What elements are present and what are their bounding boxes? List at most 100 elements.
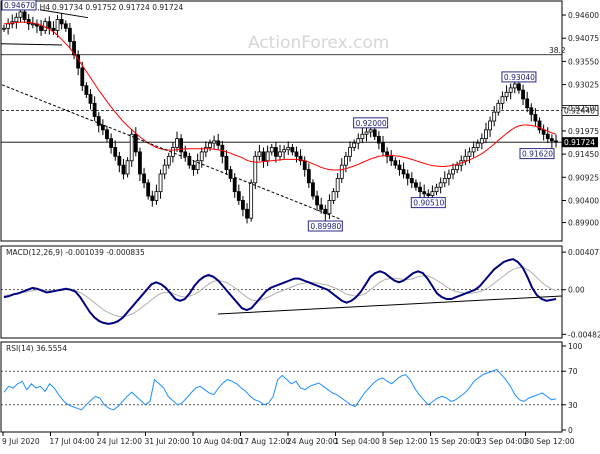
candle-body [298, 155, 303, 162]
price-annotation-label: 0.90510 [413, 199, 444, 208]
candle-body [508, 87, 513, 93]
candle-body [150, 195, 155, 201]
candle-body [117, 155, 122, 166]
candle-body [533, 113, 538, 122]
candle-body [47, 21, 52, 29]
x-tick-label: 1 Sep 04:00 [335, 437, 381, 446]
candle-body [517, 83, 521, 91]
candle-body [72, 41, 76, 56]
candle-body [269, 147, 274, 153]
candle-body [51, 27, 56, 31]
candle-body [6, 23, 11, 29]
current-price-box [562, 137, 598, 148]
candle-body [344, 155, 348, 166]
candle-body [360, 133, 365, 140]
candle-body [521, 89, 525, 100]
rsi-panel-frame [0, 341, 563, 433]
macd-panel-frame [0, 245, 563, 339]
candle-body [554, 140, 558, 143]
candle-body [401, 169, 406, 175]
price-y-axis: 0.94600 0.94075 0.93550 0.93025 0.92500 0.919… [562, 11, 599, 228]
macd-y-tick-label: -0.004829 [568, 330, 600, 339]
price-y-tick-label: 0.91975 [568, 127, 599, 136]
candle-body [418, 186, 422, 193]
price-annotation-label: 0.91620 [522, 150, 553, 159]
x-tick-label: 23 Sep 04:00 [477, 437, 527, 446]
candle-body [397, 164, 402, 170]
candle-body [216, 140, 221, 146]
candle-body [438, 182, 443, 188]
x-tick-label: 9 Jul 2020 [2, 437, 40, 446]
candle-body [475, 142, 480, 148]
candle-body [368, 129, 373, 133]
candle-body [224, 155, 229, 170]
candle-body [59, 19, 64, 25]
candle-body [529, 107, 534, 115]
x-axis: 9 Jul 2020 17 Jul 04:00 24 Jul 12:00 31 Jul… [2, 432, 575, 446]
candle-body [232, 177, 237, 193]
candle-body [504, 91, 509, 98]
rsi-levels [1, 370, 562, 406]
candle-body [479, 138, 484, 144]
price-y-tick-label: 0.90925 [568, 173, 599, 182]
candle-body [500, 96, 505, 104]
candle-body [22, 11, 27, 20]
candle-body [105, 129, 109, 140]
price-annotations: 0.94670 0.92000 0.89980 0.90510 0.93040 0.916… [1, 0, 555, 232]
candle-body [261, 151, 266, 162]
candle-body [187, 155, 192, 166]
macd-panel: MACD(12,26,9) -0.001039 -0.000835 0.0040… [0, 245, 600, 339]
candle-body [471, 147, 476, 153]
candle-body [179, 138, 184, 153]
candle-body [294, 151, 299, 157]
macd-line [3, 258, 557, 325]
price-y-tick-label: 0.93550 [568, 57, 599, 66]
candle-body [484, 129, 488, 140]
candle-body [2, 27, 6, 30]
candle-body [327, 200, 332, 215]
candle-body [537, 120, 542, 131]
candle-body [376, 136, 381, 144]
candle-body [109, 138, 114, 148]
x-tick-label: 30 Sep 12:00 [525, 437, 575, 446]
candle-body [203, 147, 208, 153]
candle-body [426, 193, 431, 197]
candle-body [352, 142, 357, 148]
candle-body [236, 191, 241, 201]
candle-body [63, 23, 68, 29]
rsi-y-tick-label: 70 [568, 367, 578, 376]
x-tick-label: 10 Aug 04:00 [192, 437, 243, 446]
x-tick-label: 17 Aug 12:00 [240, 437, 291, 446]
candle-body [545, 133, 550, 140]
candle-body [199, 151, 204, 162]
price-annotation-label: 0.94670 [4, 1, 35, 10]
price-y-tick-label: 0.92500 [568, 104, 599, 113]
price-ohlc-header: 0.91734 0.91752 0.91724 0.91724 [52, 3, 183, 12]
candle-body [405, 173, 410, 179]
candle-body [100, 125, 105, 131]
x-tick-label: 8 Sep 12:00 [382, 437, 428, 446]
candle-body [381, 142, 385, 153]
candle-body [335, 177, 340, 193]
candle-body [175, 138, 179, 148]
candle-body [96, 116, 101, 126]
candle-body [492, 111, 497, 122]
rsi-panel: RSI(14) 36.5554 100 70 30 0 [0, 341, 583, 435]
candle-body [125, 160, 130, 175]
candle-body [446, 173, 451, 179]
x-tick-label: 31 Jul 20:00 [145, 437, 190, 446]
candle-body [315, 195, 319, 206]
candle-body [253, 155, 258, 184]
candle-body [409, 177, 414, 184]
x-tick-label: 17 Jul 04:00 [50, 437, 95, 446]
macd-y-tick-label: 0.004071 [568, 248, 600, 257]
rsi-y-tick-label: 100 [568, 342, 583, 351]
candle-body [162, 164, 167, 175]
candle-body [142, 173, 146, 184]
candle-body [158, 173, 163, 193]
dashed-channel-trendline [1, 84, 341, 220]
candle-body [422, 191, 427, 195]
candle-body [18, 11, 23, 18]
